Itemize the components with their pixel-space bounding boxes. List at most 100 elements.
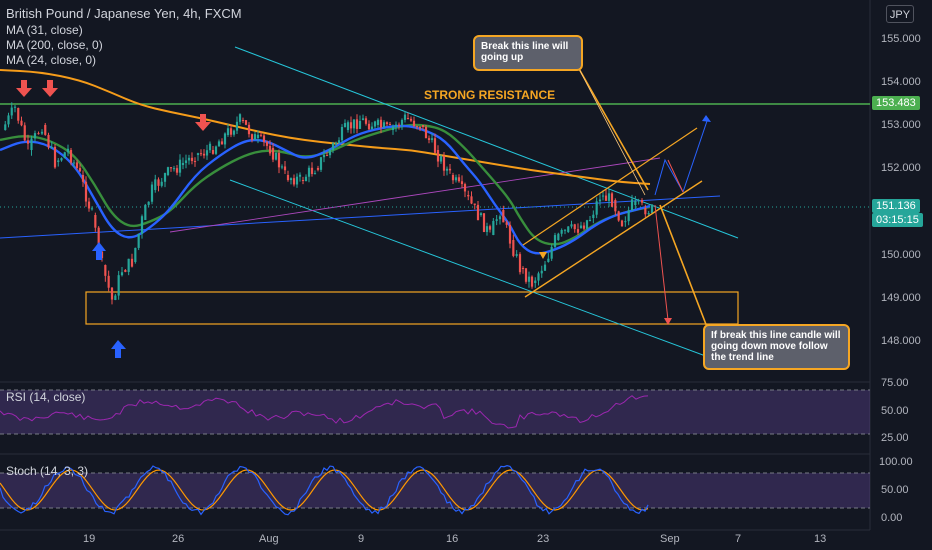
candle-body: [178, 159, 182, 173]
projection-down-arrow[interactable]: [654, 204, 669, 321]
candle-body: [114, 295, 117, 300]
candle-body: [4, 124, 7, 130]
down-arrow-marker: [195, 114, 211, 131]
candle-body: [427, 138, 431, 140]
candle-body: [630, 199, 634, 211]
candle-body: [650, 204, 654, 214]
current-price-tag: 151.136: [872, 199, 920, 213]
candle-body: [10, 107, 13, 116]
support-box[interactable]: [85, 291, 739, 325]
candle-body: [259, 134, 263, 136]
candle-body: [26, 140, 30, 144]
time-tick: Sep: [660, 533, 680, 545]
ma24-legend[interactable]: MA (24, close, 0): [6, 53, 97, 67]
candle-body: [537, 273, 540, 281]
stoch-tick: 0.00: [881, 512, 903, 524]
stoch-title[interactable]: Stoch (14, 3, 3): [6, 464, 89, 478]
small-down-marker: [539, 252, 547, 259]
candle-body: [23, 125, 26, 141]
candle-body: [130, 258, 134, 267]
candle-body: [424, 126, 428, 139]
candle-body: [160, 181, 163, 186]
candle-body: [127, 258, 130, 272]
candle-body: [229, 128, 233, 135]
ma31-legend[interactable]: MA (31, close): [6, 23, 83, 37]
candle-body: [175, 168, 179, 173]
candle-body: [7, 115, 10, 125]
candle-body: [460, 181, 464, 185]
candle-body: [316, 168, 320, 170]
strong-resistance-label: STRONG RESISTANCE: [424, 88, 556, 102]
time-tick: 16: [446, 533, 459, 545]
candle-body: [322, 155, 326, 158]
ma24-line[interactable]: [0, 123, 651, 246]
ma200-legend[interactable]: MA (200, close, 0): [6, 38, 103, 52]
stoch-tick: 100.00: [879, 456, 913, 468]
stoch-d-line[interactable]: [0, 469, 649, 511]
projection-up-arrow[interactable]: [654, 158, 684, 196]
candle-body: [617, 211, 620, 221]
candle-body: [505, 222, 508, 225]
candle-body: [235, 121, 239, 131]
candle-body: [13, 106, 17, 108]
indicator-legend[interactable]: MA (31, close) MA (200, close, 0) MA (24…: [6, 23, 103, 68]
candle-body: [379, 119, 383, 128]
candle-body: [547, 258, 550, 262]
candle-body: [470, 196, 473, 204]
channel-top[interactable]: [522, 127, 698, 246]
callout-up-pointer: [577, 66, 649, 191]
candle-body: [253, 134, 257, 141]
candle-body: [295, 176, 299, 185]
rsi-line[interactable]: [0, 395, 649, 429]
candle-body: [415, 126, 419, 128]
down-arrow-marker: [16, 80, 32, 97]
symbol-title[interactable]: British Pound / Japanese Yen, 4h, FXCM: [6, 6, 242, 21]
callout-break-up[interactable]: Break this line will going up: [473, 35, 583, 71]
candle-body: [137, 233, 140, 248]
ma200-line[interactable]: [0, 69, 651, 185]
trend-line-upper[interactable]: [234, 46, 739, 239]
candle-body: [120, 272, 124, 276]
candle-body: [508, 224, 512, 244]
candle-body: [226, 128, 230, 135]
candle-body: [543, 264, 547, 271]
candle-body: [150, 184, 154, 202]
callout-break-down[interactable]: If break this line candle will going dow…: [703, 324, 850, 370]
candle-body: [376, 119, 380, 125]
candle-body: [223, 133, 227, 145]
up-arrow-marker: [92, 242, 106, 260]
candle-body: [217, 141, 221, 147]
candle-body: [256, 134, 260, 138]
candle-body: [418, 126, 422, 129]
candle-body: [582, 225, 586, 229]
candle-body: [196, 153, 200, 155]
candle-body: [448, 168, 452, 171]
candle-body: [614, 200, 617, 212]
rsi-title[interactable]: RSI (14, close): [6, 390, 86, 404]
candle-body: [433, 138, 437, 153]
candle-body: [328, 149, 332, 156]
candle-body: [307, 167, 311, 177]
candle-body: [292, 178, 296, 185]
currency-button[interactable]: JPY: [886, 5, 914, 23]
candle-body: [595, 201, 598, 215]
candle-body: [349, 122, 353, 129]
candle-body: [343, 123, 347, 128]
candle-body: [47, 134, 50, 148]
candle-body: [518, 254, 522, 273]
candle-body: [325, 155, 329, 157]
candle-body: [124, 270, 127, 272]
candle-body: [337, 140, 341, 143]
trend-line-lower[interactable]: [229, 179, 739, 369]
projection-up-arrow[interactable]: [682, 117, 709, 193]
candle-body: [301, 180, 305, 182]
candle-body: [94, 215, 97, 228]
candle-body: [241, 120, 245, 121]
channel-bottom[interactable]: [524, 180, 703, 298]
stoch-k-line[interactable]: [0, 465, 649, 516]
candles[interactable]: [4, 102, 654, 305]
candle-body: [492, 220, 495, 235]
resistance-price-tag: 153.483: [872, 96, 920, 110]
purple-trend-line[interactable]: [169, 157, 661, 233]
